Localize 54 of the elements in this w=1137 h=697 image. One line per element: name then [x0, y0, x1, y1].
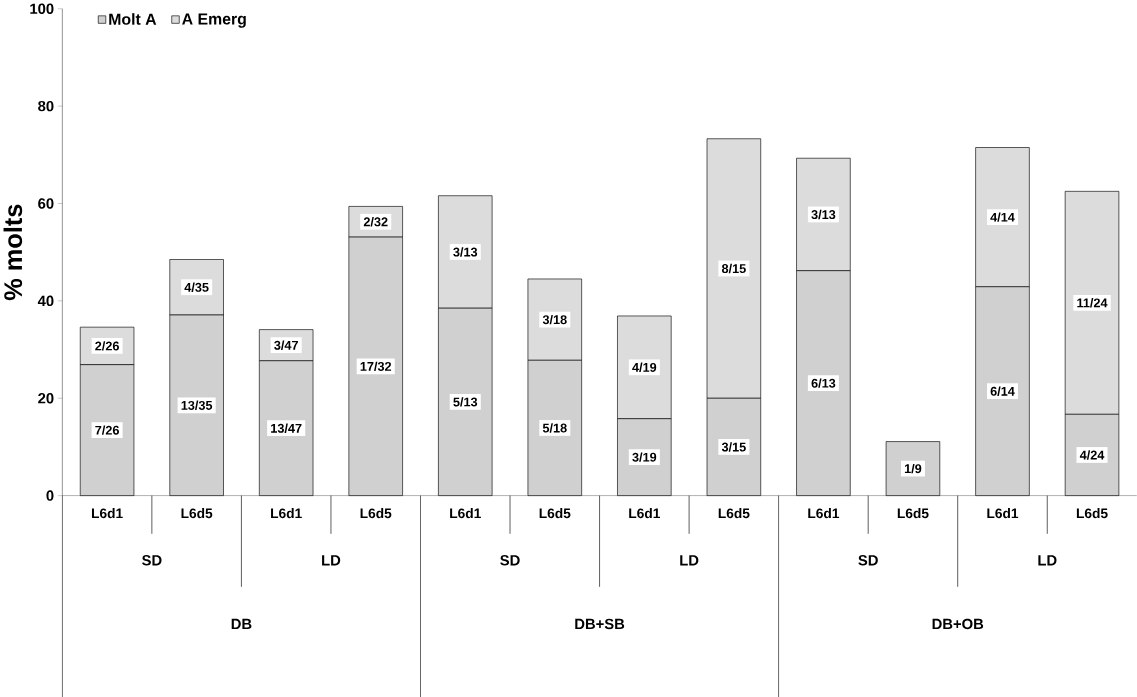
x-tick-label: L6d1 [987, 507, 1019, 518]
data-label: 5/18 [542, 423, 567, 433]
x-tick-label: L6d5 [718, 507, 750, 518]
data-label: 13/47 [271, 423, 302, 433]
text: LD [322, 555, 341, 566]
data-label: 3/18 [542, 314, 567, 325]
text: DB [231, 618, 252, 629]
data-label: 2/32 [363, 216, 388, 227]
bar [885, 441, 941, 496]
text: LD [1038, 555, 1057, 566]
x-tick-label: L6d1 [629, 507, 660, 518]
text: DB+OB [932, 618, 984, 629]
x-tick-label: L6d5 [539, 507, 571, 518]
data-label: 7/26 [95, 425, 119, 435]
x-tick-label: L6d5 [897, 507, 929, 518]
data-label: 5/13 [453, 396, 478, 407]
y-tick-label: 100 [30, 3, 54, 14]
data-label: 6/13 [811, 378, 836, 388]
data-label: 4/35 [184, 282, 209, 292]
data-label: 2/26 [95, 340, 119, 351]
y-tick-label: 60 [38, 198, 54, 209]
x-tick-label: L6d5 [360, 507, 392, 518]
y-tick-label: 40 [37, 295, 54, 306]
data-label: 3/19 [632, 452, 657, 462]
y-tick-label: 80 [38, 100, 54, 112]
data-label: 13/35 [181, 400, 213, 410]
data-label: 1/9 [904, 463, 922, 474]
data-label: 3/15 [721, 441, 746, 452]
data-label: 4/14 [990, 212, 1015, 222]
data-label: 11/24 [1077, 297, 1108, 308]
text: LD [680, 555, 699, 566]
data-label: 4/19 [632, 362, 657, 372]
data-label: 4/24 [1079, 450, 1105, 460]
x-tick-label: L6d1 [808, 507, 840, 518]
x-tick-label: L6d1 [450, 507, 481, 518]
text: SD [500, 554, 520, 566]
legend-label: A Emerg [182, 13, 246, 28]
text: DB+SB [575, 618, 625, 629]
y-axis-title: % molts [3, 204, 23, 300]
x-tick-label: L6d5 [1076, 507, 1108, 518]
x-tick-label: L6d5 [181, 507, 213, 518]
data-label: 3/13 [811, 209, 836, 219]
y-tick-label: 20 [38, 392, 54, 404]
text: SD [142, 554, 162, 566]
text: SD [858, 554, 878, 566]
legend-label: Molt A [109, 12, 157, 25]
data-label: 8/15 [721, 263, 746, 273]
y-tick-label: 0 [46, 490, 54, 501]
x-tick-label: L6d1 [271, 507, 302, 518]
data-label: 3/13 [453, 247, 478, 257]
data-label: 17/32 [360, 361, 392, 371]
data-label: 3/47 [274, 340, 298, 350]
data-label: 6/14 [990, 386, 1015, 396]
x-tick-label: L6d1 [91, 507, 123, 518]
